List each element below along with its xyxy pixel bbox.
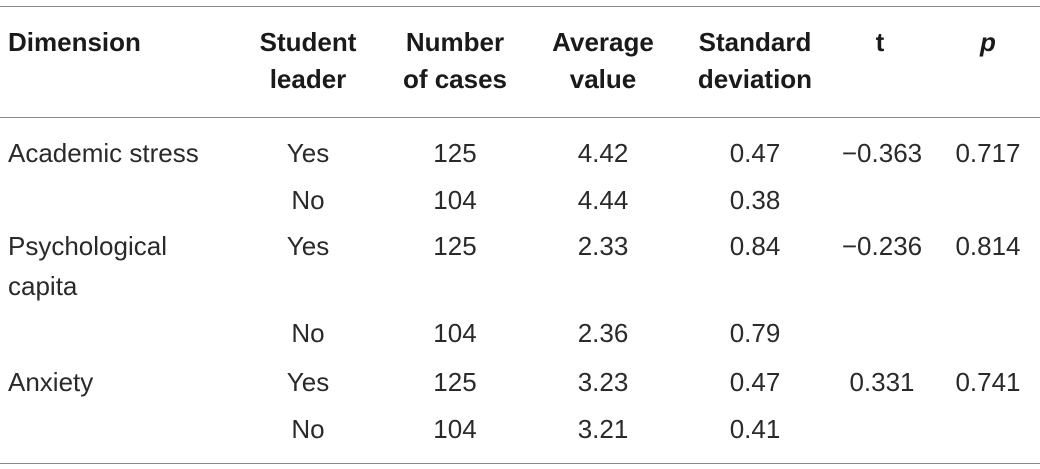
header-cases-line2: of cases xyxy=(402,64,508,94)
table-cell-cases: 104 xyxy=(433,318,477,348)
table-cell-sd: 0.79 xyxy=(729,318,781,348)
table-cell-leader: Yes xyxy=(286,138,330,168)
header-average-line2: value xyxy=(569,64,637,94)
header-average-value: Average value xyxy=(533,24,673,98)
table-cell-cases: 125 xyxy=(433,231,477,261)
table-cell-leader: No xyxy=(291,414,325,444)
header-average-line1: Average xyxy=(552,27,654,57)
table-cell-p: 0.814 xyxy=(955,231,1021,261)
table-cell-t: 0.331 xyxy=(849,367,915,397)
table-cell-sd: 0.47 xyxy=(729,367,781,397)
table-cell-average: 4.42 xyxy=(577,138,629,168)
table-bottom-rule xyxy=(0,463,1040,464)
table-cell-average: 3.23 xyxy=(577,367,629,397)
header-sd-line2: deviation xyxy=(697,64,813,94)
table-cell-leader: Yes xyxy=(286,231,330,261)
table-cell-dimension: Anxiety xyxy=(8,367,94,397)
table-cell-sd: 0.84 xyxy=(729,231,781,261)
header-cases-line1: Number xyxy=(405,27,505,57)
table-cell-p: 0.741 xyxy=(955,367,1021,397)
table-cell-average: 4.44 xyxy=(577,185,629,215)
table-header-rule xyxy=(0,117,1040,118)
table-cell-dimension: Academic stress xyxy=(8,138,199,168)
header-p-text: p xyxy=(980,27,996,57)
header-sd-line1: Standard xyxy=(698,27,812,57)
header-dimension: Dimension xyxy=(8,27,141,57)
header-student-leader-line1: Student xyxy=(259,27,357,57)
table-cell-sd: 0.38 xyxy=(729,185,781,215)
table-cell-average: 3.21 xyxy=(577,414,629,444)
header-t: t xyxy=(875,27,885,57)
table-cell-leader: Yes xyxy=(286,367,330,397)
table-cell-sd: 0.41 xyxy=(729,414,781,444)
header-student-leader-line2: leader xyxy=(269,64,347,94)
table-cell-leader: No xyxy=(291,318,325,348)
table-cell-average: 2.33 xyxy=(577,231,629,261)
table-cell-cases: 125 xyxy=(433,138,477,168)
table-cell-cases: 104 xyxy=(433,414,477,444)
table-cell-cases: 125 xyxy=(433,367,477,397)
table-cell-t: −0.236 xyxy=(841,231,923,261)
table-cell-average: 2.36 xyxy=(577,318,629,348)
header-p: p xyxy=(948,24,1028,61)
table-cell-cases: 104 xyxy=(433,185,477,215)
header-number-of-cases: Number of cases xyxy=(385,24,525,98)
table-cell-sd: 0.47 xyxy=(729,138,781,168)
table-cell-leader: No xyxy=(291,185,325,215)
table-top-rule xyxy=(0,6,1040,7)
table-cell-p: 0.717 xyxy=(955,138,1021,168)
table-cell-dimension: Psychological capita xyxy=(8,231,167,301)
table-cell-t: −0.363 xyxy=(841,138,923,168)
header-standard-deviation: Standard deviation xyxy=(683,24,827,98)
header-student-leader: Student leader xyxy=(238,24,378,98)
